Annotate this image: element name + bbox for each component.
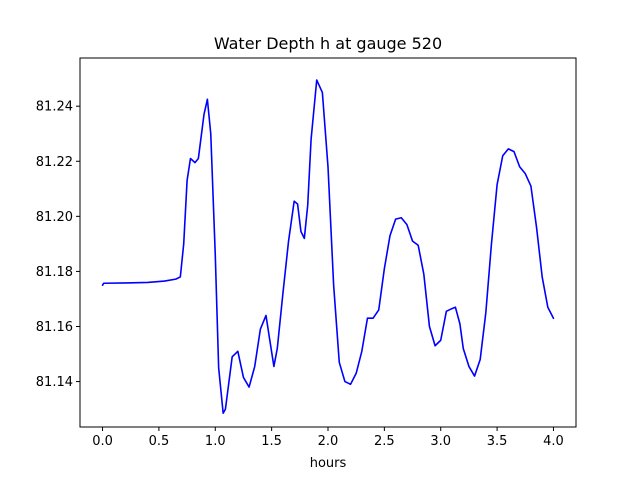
- y-tick-label: 81.16: [36, 320, 73, 335]
- x-axis: 0.0 0.5 1.0 1.5 2.0 2.5 3.0 3.5 4.0: [92, 427, 564, 449]
- y-tick-label: 81.22: [36, 155, 73, 170]
- x-tick-label: 4.0: [543, 434, 564, 449]
- x-tick-label: 1.5: [261, 434, 282, 449]
- x-tick-label: 2.0: [318, 434, 339, 449]
- x-tick-label: 3.5: [487, 434, 508, 449]
- series-layer: [101, 79, 555, 415]
- y-tick-label: 81.14: [36, 375, 73, 390]
- y-tick-label: 81.20: [36, 210, 73, 225]
- x-tick-label: 0.0: [92, 434, 113, 449]
- series-line-0: [101, 79, 555, 415]
- x-tick-label: 3.0: [430, 434, 451, 449]
- x-tick-label: 1.0: [205, 434, 226, 449]
- x-tick-label: 0.5: [149, 434, 170, 449]
- x-tick-label: 2.5: [374, 434, 395, 449]
- y-tick-label: 81.18: [36, 265, 73, 280]
- y-tick-label: 81.24: [36, 100, 73, 115]
- plot-frame: [79, 57, 577, 428]
- y-axis: 81.14 81.16 81.18 81.20 81.22 81.24: [36, 100, 80, 390]
- x-axis-label: hours: [310, 456, 347, 471]
- chart-title: Water Depth h at gauge 520: [214, 34, 442, 53]
